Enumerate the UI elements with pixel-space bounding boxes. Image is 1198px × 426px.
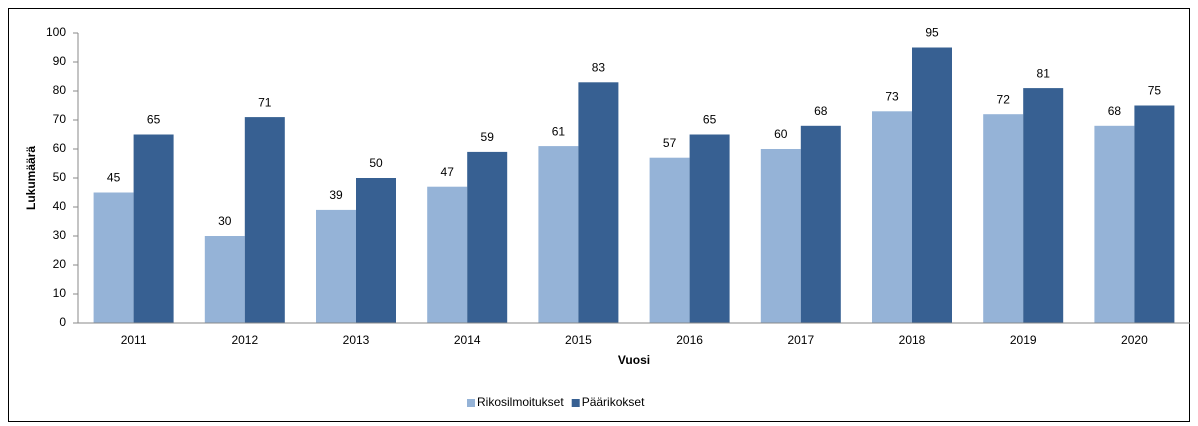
- data-label: 95: [925, 26, 939, 40]
- x-tick-label: 2019: [1010, 333, 1037, 347]
- bar: [800, 125, 841, 323]
- bar: [93, 192, 134, 323]
- bar: [244, 117, 285, 323]
- y-tick-label: 40: [53, 199, 67, 213]
- x-tick-label: 2011: [121, 333, 147, 347]
- x-tick-label: 2014: [454, 333, 481, 347]
- bar: [204, 236, 245, 323]
- y-tick-label: 80: [53, 83, 67, 97]
- legend-swatch: [571, 399, 580, 407]
- chart-border: [8, 8, 1190, 422]
- data-label: 45: [107, 171, 121, 185]
- x-tick-label: 2015: [565, 333, 592, 347]
- data-label: 59: [481, 130, 495, 144]
- bar: [427, 186, 468, 323]
- x-tick-label: 2016: [676, 333, 703, 347]
- data-label: 71: [258, 95, 272, 109]
- bar: [1134, 105, 1175, 323]
- y-tick-label: 20: [53, 257, 67, 271]
- data-label: 75: [1148, 84, 1162, 98]
- data-label: 72: [997, 92, 1011, 106]
- bar: [872, 111, 912, 323]
- data-label: 73: [885, 89, 899, 103]
- data-label: 68: [1108, 104, 1122, 118]
- data-label: 60: [774, 127, 788, 141]
- y-tick-label: 70: [53, 112, 67, 126]
- bar: [316, 209, 356, 323]
- x-tick-label: 2012: [231, 333, 258, 347]
- bar: [760, 149, 801, 323]
- data-label: 50: [369, 156, 383, 170]
- y-tick-label: 90: [53, 54, 67, 68]
- legend-label: Päärikokset: [582, 395, 645, 409]
- bar: [1094, 125, 1135, 323]
- x-tick-label: 2017: [787, 333, 814, 347]
- y-tick-label: 60: [53, 141, 67, 155]
- bar: [133, 134, 174, 323]
- bar: [983, 114, 1024, 323]
- y-tick-label: 50: [53, 170, 67, 184]
- data-label: 81: [1037, 66, 1051, 80]
- bar: [1023, 88, 1064, 323]
- y-tick-label: 100: [46, 25, 66, 39]
- bar: [649, 157, 690, 323]
- data-label: 68: [814, 104, 828, 118]
- y-axis-label: Lukumäärä: [24, 146, 38, 210]
- data-label: 57: [663, 136, 677, 150]
- bar: [578, 82, 619, 323]
- legend-label: Rikosilmoitukset: [477, 395, 564, 409]
- y-tick-label: 30: [53, 228, 67, 242]
- data-label: 83: [592, 60, 606, 74]
- legend-swatch: [467, 399, 475, 407]
- data-label: 39: [329, 188, 343, 202]
- data-label: 30: [218, 214, 232, 228]
- data-label: 65: [703, 113, 717, 127]
- bar: [689, 134, 730, 323]
- data-label: 61: [552, 124, 566, 138]
- x-tick-label: 2013: [343, 333, 370, 347]
- bar: [538, 146, 579, 323]
- bar: [467, 151, 508, 323]
- data-label: 47: [441, 165, 455, 179]
- x-axis-label: Vuosi: [618, 353, 650, 367]
- data-label: 65: [147, 113, 161, 127]
- x-tick-label: 2018: [899, 333, 926, 347]
- y-tick-label: 10: [53, 286, 67, 300]
- y-tick-label: 0: [59, 315, 66, 329]
- bar: [356, 178, 396, 323]
- x-tick-label: 2020: [1121, 333, 1148, 347]
- bar: [912, 47, 952, 323]
